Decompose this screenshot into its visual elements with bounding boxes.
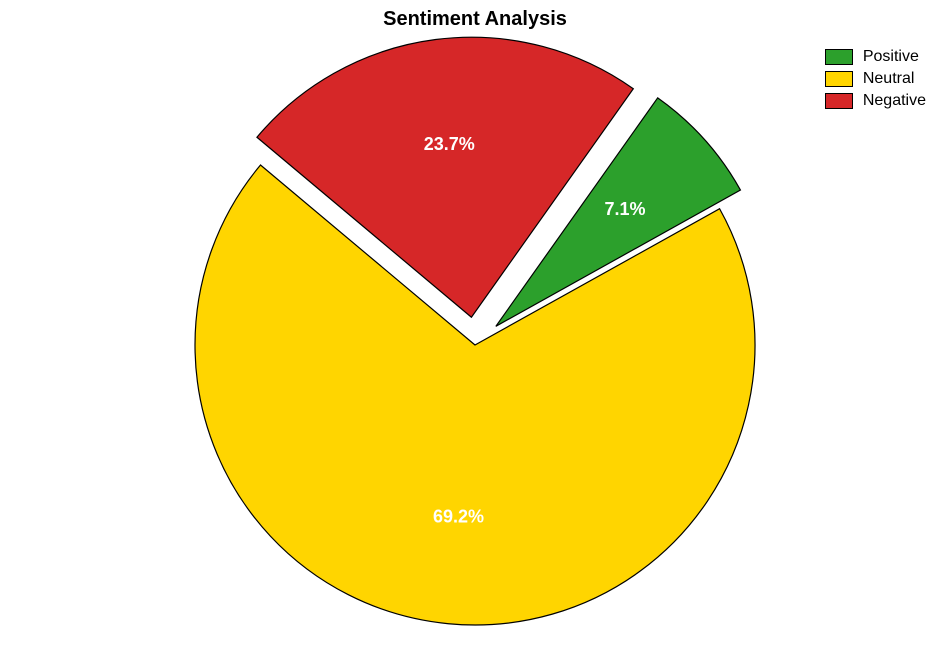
legend: Positive Neutral Negative	[825, 48, 926, 114]
legend-item: Neutral	[825, 70, 926, 88]
pie-svg: 23.7% 7.1% 69.2%	[0, 0, 950, 662]
legend-swatch	[825, 49, 853, 65]
legend-label: Negative	[863, 92, 926, 110]
pie-slice-label: 23.7%	[424, 134, 475, 154]
legend-swatch	[825, 93, 853, 109]
pie-slice-label: 7.1%	[605, 199, 646, 219]
pie-slice-label: 69.2%	[433, 507, 484, 527]
legend-label: Neutral	[863, 70, 915, 88]
legend-swatch	[825, 71, 853, 87]
legend-label: Positive	[863, 48, 919, 66]
legend-item: Negative	[825, 92, 926, 110]
legend-item: Positive	[825, 48, 926, 66]
sentiment-pie-chart: Sentiment Analysis 23.7%7.1%69.2% Positi…	[0, 0, 950, 662]
